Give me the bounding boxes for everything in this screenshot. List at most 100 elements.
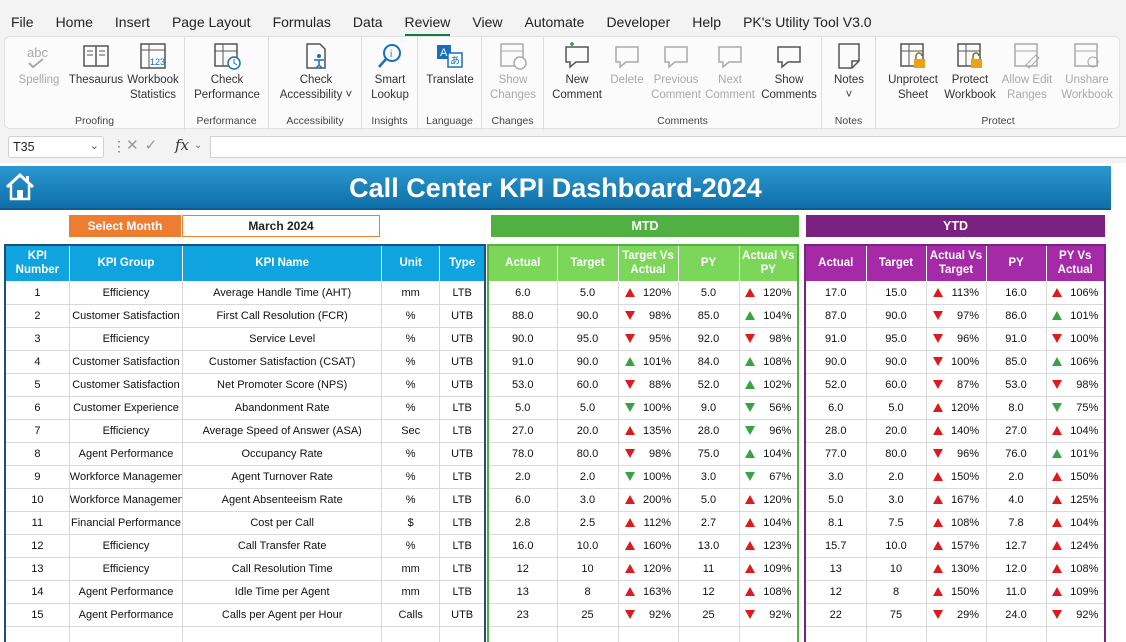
mtd-actual-vs-py-cell[interactable]: 67% [739, 465, 799, 489]
menu-insert[interactable]: Insert [104, 0, 161, 36]
ytd-actual-vs-target-cell[interactable]: 113% [926, 281, 987, 305]
mtd-actual-vs-py-cell[interactable]: 98% [739, 327, 799, 351]
ytd-target-cell[interactable]: 3.0 [866, 488, 927, 512]
mtd-target-vs-actual-cell[interactable]: 135% [618, 419, 679, 443]
empty-cell[interactable] [439, 626, 486, 642]
mtd-actual-cell[interactable]: 2.0 [488, 465, 558, 489]
ytd-target-cell[interactable]: 15.0 [866, 281, 927, 305]
previous-comment-button[interactable]: Previous Comment [648, 41, 704, 103]
spelling-button[interactable]: abc Spelling [13, 41, 65, 88]
mtd-actual-cell[interactable]: 78.0 [488, 442, 558, 466]
ytd-py-cell[interactable]: 7.8 [986, 511, 1047, 535]
menu-developer[interactable]: Developer [595, 0, 681, 36]
empty-cell[interactable] [986, 626, 1047, 642]
unprotect-sheet-button[interactable]: Unprotect Sheet [882, 41, 944, 103]
menu-review[interactable]: Review [394, 0, 462, 37]
kpi-group-cell[interactable]: Customer Satisfaction [69, 304, 184, 328]
mtd-actual-vs-py-cell[interactable]: 104% [739, 442, 799, 466]
kpi-number-cell[interactable]: 13 [5, 557, 70, 581]
mtd-py-cell[interactable]: 28.0 [678, 419, 740, 443]
ytd-actual-cell[interactable]: 3.0 [805, 465, 867, 489]
empty-cell[interactable] [618, 626, 679, 642]
delete-comment-button[interactable]: Delete [606, 41, 648, 88]
mtd-actual-vs-py-cell[interactable]: 92% [739, 603, 799, 627]
ytd-actual-vs-target-cell[interactable]: 140% [926, 419, 987, 443]
type-cell[interactable]: LTB [439, 419, 486, 443]
kpi-name-cell[interactable]: Occupancy Rate [182, 442, 383, 466]
empty-cell[interactable] [182, 626, 383, 642]
ytd-actual-cell[interactable]: 13 [805, 557, 867, 581]
unit-cell[interactable]: % [381, 534, 441, 558]
unit-cell[interactable]: % [381, 304, 441, 328]
ytd-py-cell[interactable]: 24.0 [986, 603, 1047, 627]
unit-cell[interactable]: $ [381, 511, 441, 535]
smart-lookup-button[interactable]: i Smart Lookup [364, 41, 416, 103]
type-cell[interactable]: LTB [439, 557, 486, 581]
kpi-name-cell[interactable]: Agent Absenteeism Rate [182, 488, 383, 512]
ytd-target-cell[interactable]: 95.0 [866, 327, 927, 351]
type-cell[interactable]: LTB [439, 534, 486, 558]
allow-edit-ranges-button[interactable]: Allow Edit Ranges [998, 41, 1056, 103]
ytd-py-cell[interactable]: 12.0 [986, 557, 1047, 581]
mtd-target-cell[interactable]: 8 [557, 580, 619, 604]
chevron-down-icon[interactable]: ⌄ [89, 140, 99, 152]
mtd-target-cell[interactable]: 10 [557, 557, 619, 581]
ytd-actual-vs-target-cell[interactable]: 97% [926, 304, 987, 328]
mtd-py-cell[interactable]: 12 [678, 580, 740, 604]
ytd-py-vs-actual-cell[interactable]: 92% [1046, 603, 1106, 627]
mtd-target-cell[interactable]: 95.0 [557, 327, 619, 351]
mtd-actual-cell[interactable]: 91.0 [488, 350, 558, 374]
kpi-name-cell[interactable]: Call Resolution Time [182, 557, 383, 581]
mtd-py-cell[interactable]: 11 [678, 557, 740, 581]
ytd-actual-cell[interactable]: 22 [805, 603, 867, 627]
ytd-py-vs-actual-cell[interactable]: 125% [1046, 488, 1106, 512]
formula-input[interactable] [210, 136, 1126, 158]
ytd-py-vs-actual-cell[interactable]: 150% [1046, 465, 1106, 489]
mtd-target-vs-actual-cell[interactable]: 98% [618, 442, 679, 466]
ytd-py-cell[interactable]: 2.0 [986, 465, 1047, 489]
kpi-name-cell[interactable]: Idle Time per Agent [182, 580, 383, 604]
ytd-actual-vs-target-cell[interactable]: 96% [926, 327, 987, 351]
mtd-target-cell[interactable]: 25 [557, 603, 619, 627]
ytd-actual-cell[interactable]: 5.0 [805, 488, 867, 512]
unit-cell[interactable]: mm [381, 580, 441, 604]
menu-pk-s-utility-tool-v3-0[interactable]: PK's Utility Tool V3.0 [732, 0, 882, 36]
ytd-actual-cell[interactable]: 6.0 [805, 396, 867, 420]
kpi-number-cell[interactable]: 1 [5, 281, 70, 305]
ytd-py-vs-actual-cell[interactable]: 104% [1046, 511, 1106, 535]
kpi-name-cell[interactable]: Service Level [182, 327, 383, 351]
more-options-icon[interactable]: ⋮ [112, 138, 126, 154]
ytd-py-vs-actual-cell[interactable]: 124% [1046, 534, 1106, 558]
new-comment-button[interactable]: New Comment [548, 41, 606, 103]
notes-button[interactable]: Notes ˅ [824, 41, 874, 103]
ytd-target-cell[interactable]: 10 [866, 557, 927, 581]
mtd-actual-vs-py-cell[interactable]: 108% [739, 350, 799, 374]
mtd-actual-vs-py-cell[interactable]: 123% [739, 534, 799, 558]
ytd-py-cell[interactable]: 11.0 [986, 580, 1047, 604]
ytd-actual-vs-target-cell[interactable]: 120% [926, 396, 987, 420]
kpi-group-cell[interactable]: Efficiency [69, 327, 184, 351]
mtd-target-cell[interactable]: 5.0 [557, 281, 619, 305]
mtd-actual-vs-py-cell[interactable]: 104% [739, 304, 799, 328]
mtd-actual-cell[interactable]: 23 [488, 603, 558, 627]
ytd-py-cell[interactable]: 76.0 [986, 442, 1047, 466]
ytd-py-vs-actual-cell[interactable]: 100% [1046, 327, 1106, 351]
empty-cell[interactable] [69, 626, 184, 642]
ytd-actual-vs-target-cell[interactable]: 167% [926, 488, 987, 512]
ytd-target-cell[interactable]: 80.0 [866, 442, 927, 466]
kpi-number-cell[interactable]: 6 [5, 396, 70, 420]
ytd-target-cell[interactable]: 20.0 [866, 419, 927, 443]
kpi-name-cell[interactable]: Average Speed of Answer (ASA) [182, 419, 383, 443]
unit-cell[interactable]: % [381, 442, 441, 466]
ytd-py-cell[interactable]: 91.0 [986, 327, 1047, 351]
menu-automate[interactable]: Automate [514, 0, 596, 36]
unit-cell[interactable]: % [381, 465, 441, 489]
unit-cell[interactable]: % [381, 327, 441, 351]
type-cell[interactable]: LTB [439, 488, 486, 512]
ytd-actual-cell[interactable]: 52.0 [805, 373, 867, 397]
kpi-group-cell[interactable]: Efficiency [69, 281, 184, 305]
ytd-actual-cell[interactable]: 77.0 [805, 442, 867, 466]
mtd-actual-vs-py-cell[interactable]: 56% [739, 396, 799, 420]
mtd-actual-vs-py-cell[interactable]: 120% [739, 281, 799, 305]
unshare-workbook-button[interactable]: Unshare Workbook [1056, 41, 1118, 103]
